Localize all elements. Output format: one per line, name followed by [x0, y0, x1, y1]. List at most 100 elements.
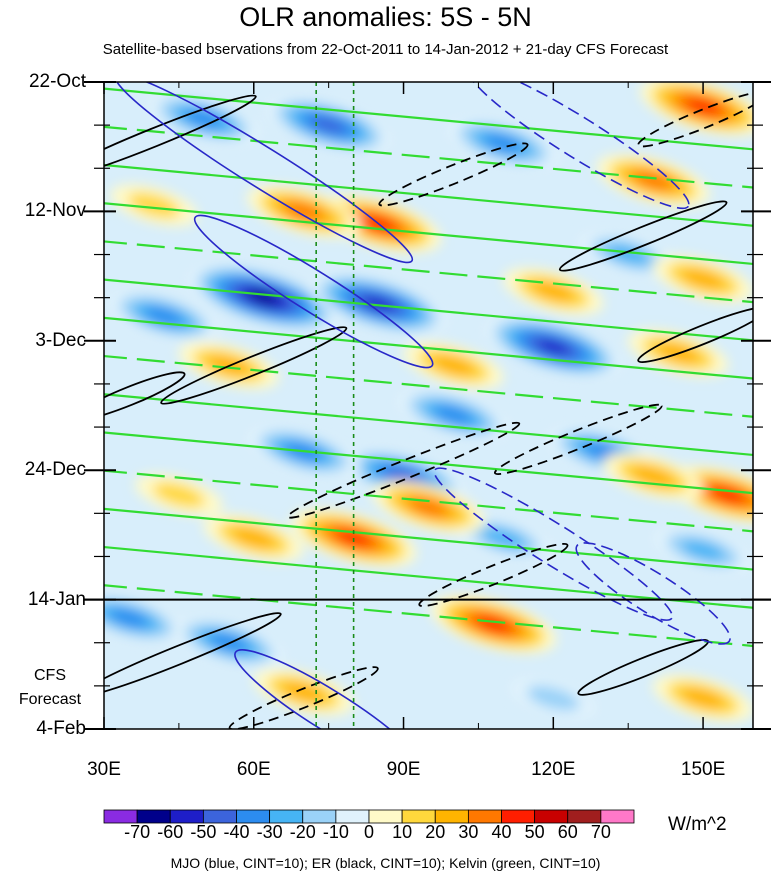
- y-tick-label: 22-Oct: [28, 71, 86, 92]
- y-tick-label: 3-Dec: [35, 329, 86, 351]
- er-contour-line: [104, 371, 186, 422]
- anomaly-blob: [290, 508, 417, 568]
- anomaly-contour-fill: [681, 269, 725, 290]
- mjo-contour-line: [575, 542, 731, 645]
- anomaly-blob: [652, 255, 753, 303]
- er-contour-line: [286, 421, 521, 519]
- anomaly-contour-fill: [431, 355, 475, 376]
- anomaly-contour-fill: [481, 527, 525, 549]
- y-tick-label: 24-Dec: [24, 459, 86, 481]
- anomaly-blob: [104, 591, 186, 645]
- kelvin-contour-line: [104, 240, 753, 304]
- x-tick-label: 120E: [531, 759, 576, 780]
- anomaly-contour-fill: [336, 530, 371, 546]
- forecast-label-line1: CFS: [34, 667, 66, 684]
- kelvin-contours: [104, 87, 753, 648]
- colorbar-units: W/m^2: [668, 814, 727, 835]
- er-contour-line: [378, 142, 529, 207]
- colorbar-label: -70: [124, 822, 151, 842]
- anomaly-contour-fill: [537, 339, 570, 355]
- er-contours: [104, 90, 753, 729]
- colorbar-label: 30: [458, 822, 479, 842]
- colorbar-label: -40: [223, 822, 250, 842]
- er-contour-line: [493, 403, 663, 475]
- mjo-contour-line: [193, 214, 434, 369]
- kelvin-contour-line: [104, 545, 753, 609]
- colorbar-label: -10: [322, 822, 349, 842]
- anomaly-contour-fill: [527, 685, 580, 711]
- anomaly-blob: [203, 514, 304, 562]
- anomaly-contour-fill: [362, 296, 395, 312]
- kelvin-contour-line: [104, 393, 753, 457]
- anomaly-contour-fill: [681, 540, 725, 561]
- anomaly-blob: [430, 595, 557, 654]
- anomaly-contour-fill: [434, 405, 473, 424]
- anomaly-blob: [596, 154, 710, 207]
- anomaly-blob: [509, 677, 598, 719]
- colorbar-label: 70: [590, 822, 611, 842]
- y-tick-label: 4-Feb: [36, 718, 86, 739]
- anomaly-contour-fill: [152, 482, 206, 508]
- anomaly-contour-fill: [409, 498, 448, 516]
- kelvin-contour-line: [104, 316, 753, 380]
- anomaly-blob: [640, 82, 753, 136]
- anomaly-contour-fill: [282, 681, 326, 703]
- forecast-label-line2: Forecast: [18, 691, 82, 708]
- anomaly-blob: [446, 117, 561, 170]
- kelvin-contour-line: [104, 278, 753, 342]
- kelvin-contour-line: [104, 354, 753, 418]
- kelvin-contour-line: [104, 125, 753, 189]
- colorbar-swatch: [600, 809, 635, 824]
- chart-title: OLR anomalies: 5S - 5N: [239, 2, 532, 32]
- mjo-contour-line: [234, 649, 424, 729]
- colorbar-label: 0: [363, 822, 375, 842]
- anomaly-contour-fill: [284, 202, 323, 221]
- colorbar-label: -20: [289, 822, 316, 842]
- anomaly-contour-fill: [311, 117, 346, 134]
- anomaly-contour-fill: [631, 466, 675, 487]
- colorbar-label: 50: [524, 822, 545, 842]
- anomaly-blob: [187, 263, 340, 333]
- er-contour-line: [637, 90, 753, 148]
- x-tick-label: 30E: [87, 759, 121, 780]
- y-tick-label: 14-Jan: [27, 588, 86, 610]
- x-tick-label: 60E: [236, 759, 271, 780]
- kelvin-contour-line: [104, 163, 753, 227]
- plot-frame: [103, 81, 754, 730]
- anomaly-blob: [110, 184, 198, 226]
- anomaly-blob: [396, 388, 511, 442]
- kelvin-contour-line: [104, 584, 753, 648]
- colorbar: [103, 809, 635, 824]
- anomaly-contour-fill: [484, 134, 523, 153]
- colorbar-label: 60: [557, 822, 578, 842]
- er-contour-line: [104, 94, 257, 181]
- er-contour-line: [637, 306, 753, 364]
- anomaly-contour-fill: [110, 609, 148, 627]
- x-tick-label: 150E: [680, 759, 726, 780]
- anomaly-contour-fill: [531, 281, 575, 302]
- anomaly-blob: [503, 267, 604, 316]
- kelvin-contour-line: [104, 431, 753, 495]
- colorbar-label: -30: [256, 822, 283, 842]
- chart-subtitle: Satellite-based bservations from 22-Oct-…: [102, 41, 669, 58]
- anomaly-contour-fill: [606, 244, 650, 265]
- er-contour-line: [558, 200, 728, 272]
- colorbar-label: -60: [157, 822, 184, 842]
- mjo-contour-line: [466, 82, 690, 210]
- mjo-contours: [114, 82, 731, 729]
- x-tick-label: 90E: [386, 759, 421, 780]
- er-contour-line: [104, 612, 282, 698]
- anomaly-contour-fill: [145, 307, 183, 325]
- kelvin-contour-line: [104, 87, 753, 151]
- mjo-contour-line: [433, 467, 674, 621]
- er-contour-line: [228, 666, 379, 729]
- kelvin-contour-line: [104, 507, 753, 571]
- anomaly-blob: [265, 96, 392, 155]
- anomaly-blob: [652, 674, 753, 722]
- anomaly-blob: [652, 526, 753, 574]
- y-tick-label: 12-Nov: [24, 200, 86, 222]
- anomaly-blob: [147, 92, 261, 146]
- colorbar-label: -50: [190, 822, 217, 842]
- colorbar-label: 20: [425, 822, 446, 842]
